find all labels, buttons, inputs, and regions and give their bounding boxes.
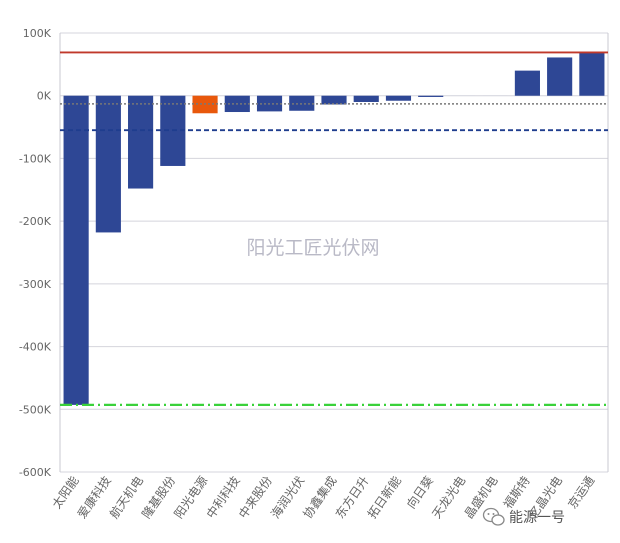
y-tick-label: -200K (19, 215, 52, 228)
x-tick-label: 太阳能 (49, 473, 82, 511)
bar (418, 95, 444, 97)
bar (353, 95, 379, 102)
y-tick-label: -100K (19, 152, 52, 165)
bar (63, 95, 89, 405)
y-tick-label: -600K (19, 466, 52, 479)
reference-lines (60, 51, 608, 406)
wechat-label: 能源一号 (509, 510, 565, 526)
bar (514, 70, 540, 96)
x-tick-label: 向日葵 (403, 473, 436, 511)
watermark: 阳光工匠光伏网 (246, 237, 379, 259)
y-tick-label: 100K (23, 27, 52, 40)
bars (63, 52, 605, 405)
x-tick-label: 京运通 (565, 474, 597, 512)
bar (321, 95, 347, 105)
bar (579, 52, 605, 96)
x-tick-label: 拓日新能 (364, 473, 404, 521)
wechat-badge: 能源一号 (482, 507, 565, 526)
bar (95, 95, 121, 233)
y-tick-label: -300K (19, 278, 52, 291)
wechat-icon (482, 507, 505, 526)
x-tick-label: 晶盛机电 (461, 473, 501, 521)
y-tick-label: -500K (19, 403, 52, 416)
x-tick-label: 福斯特 (500, 473, 533, 511)
bar (385, 95, 412, 101)
y-tick-label: 0K (37, 90, 52, 103)
bar (128, 95, 154, 189)
bar (547, 57, 573, 96)
y-tick-label: -400K (19, 341, 52, 354)
y-axis: 100K 0K -100K -200K -300K -400K -500K -600K (19, 27, 52, 479)
